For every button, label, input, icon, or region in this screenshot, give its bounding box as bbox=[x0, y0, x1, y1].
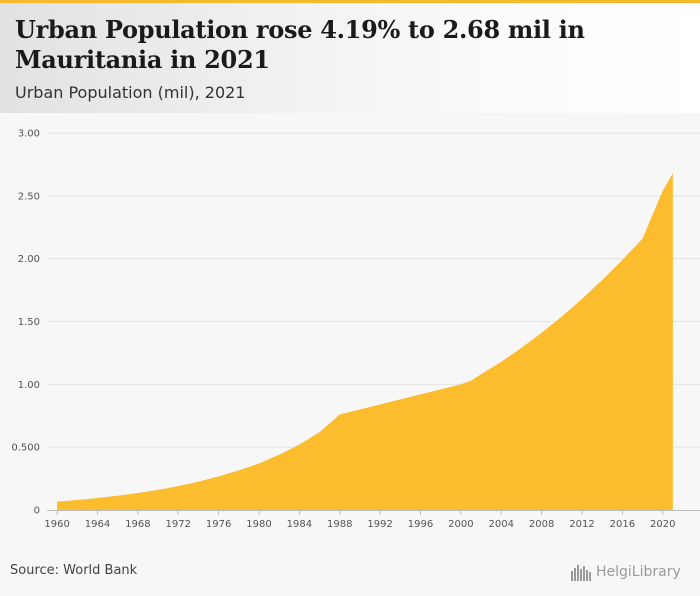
x-tick-label: 2004 bbox=[489, 519, 514, 530]
accent-bar bbox=[0, 0, 700, 3]
x-tick-label: 1960 bbox=[44, 519, 69, 530]
brand-name: HelgiLibrary bbox=[596, 564, 681, 580]
brand-logo[interactable]: HelgiLibrary bbox=[570, 560, 681, 584]
x-tick-label: 1988 bbox=[327, 519, 352, 530]
area-series bbox=[57, 173, 673, 511]
y-tick-label: 1.50 bbox=[18, 317, 40, 328]
axes: 0 0.500 1.00 1.50 2.00 2.50 3.00 1960 1964 1968 19… bbox=[11, 129, 700, 530]
x-tick-label: 1996 bbox=[408, 519, 433, 530]
x-tick-label: 2000 bbox=[448, 519, 473, 530]
x-tick-label: 1984 bbox=[287, 519, 312, 530]
y-tick-label: 1.00 bbox=[18, 380, 40, 391]
city-skyline-icon bbox=[571, 565, 591, 581]
x-tick-label: 1992 bbox=[367, 519, 392, 530]
x-tick-label: 1972 bbox=[166, 519, 191, 530]
chart-area: 0 0.500 1.00 1.50 2.00 2.50 3.00 1960 1964 1968 19… bbox=[0, 113, 700, 543]
chart-title: Urban Population rose 4.19% to 2.68 mil … bbox=[15, 15, 585, 74]
y-tick-label: 2.50 bbox=[18, 191, 40, 202]
x-tick-label: 1980 bbox=[246, 519, 271, 530]
x-tick-label: 2016 bbox=[610, 519, 635, 530]
y-tick-label: 3.00 bbox=[18, 129, 40, 140]
x-tick-label: 2008 bbox=[529, 519, 554, 530]
area-chart: 0 0.500 1.00 1.50 2.00 2.50 3.00 1960 1964 1968 19… bbox=[11, 129, 700, 530]
y-tick-label: 2.00 bbox=[18, 254, 40, 265]
x-tick-label: 2020 bbox=[650, 519, 675, 530]
source-note: Source: World Bank bbox=[10, 563, 138, 578]
chart-subtitle: Urban Population (mil), 2021 bbox=[15, 83, 246, 102]
y-tick-label: 0.500 bbox=[11, 443, 40, 454]
x-tick-label: 1968 bbox=[125, 519, 150, 530]
x-tick-label: 1976 bbox=[206, 519, 231, 530]
series-area bbox=[57, 173, 673, 511]
x-tick-label: 1964 bbox=[85, 519, 110, 530]
header: Urban Population rose 4.19% to 2.68 mil … bbox=[0, 3, 700, 113]
y-tick-label: 0 bbox=[34, 506, 40, 517]
x-tick-label: 2012 bbox=[569, 519, 594, 530]
